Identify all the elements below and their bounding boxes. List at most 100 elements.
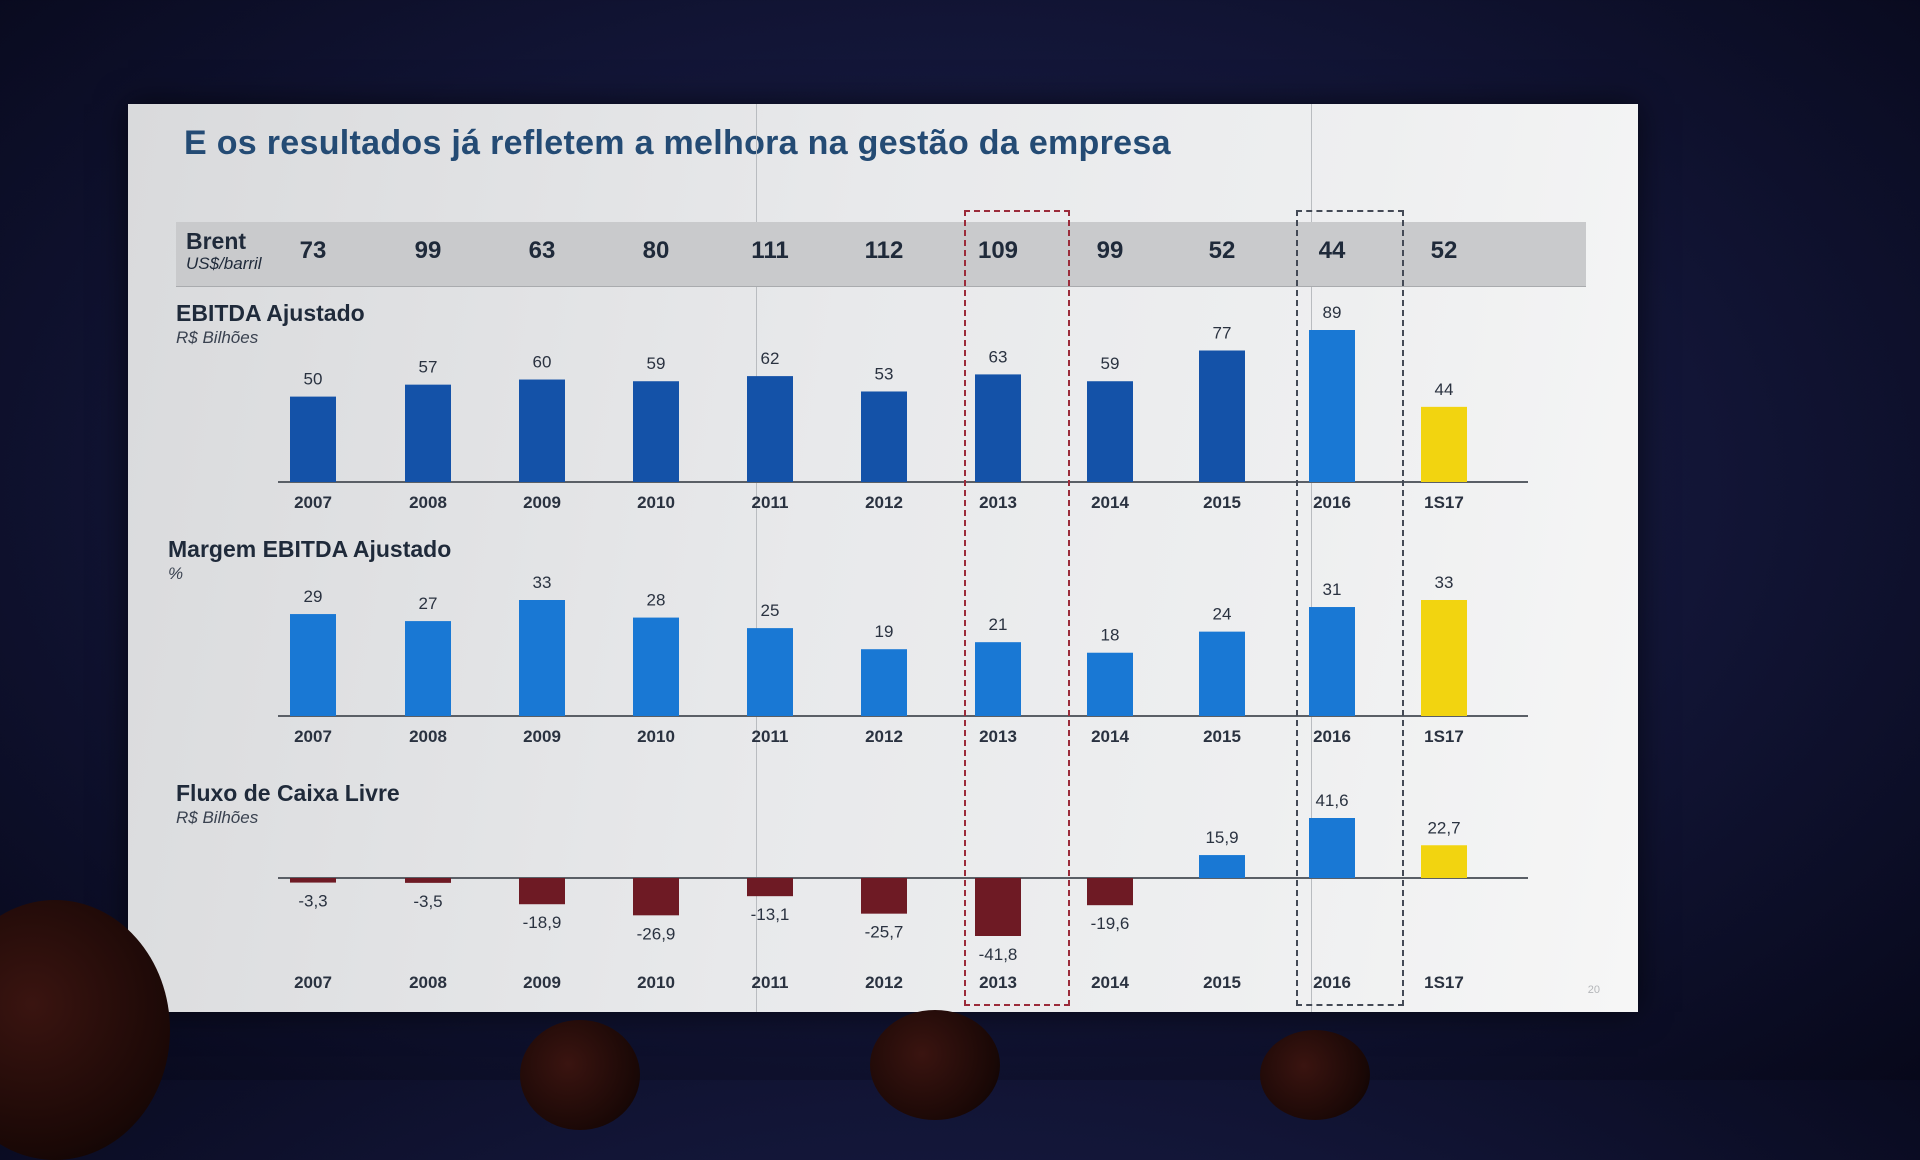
- data-label: 25: [761, 601, 780, 620]
- category-label: 2008: [409, 973, 447, 992]
- bar: [861, 878, 907, 914]
- bar: [1087, 381, 1133, 482]
- brent-value: 109: [977, 237, 1019, 264]
- ebitda-title: EBITDA Ajustado: [176, 300, 365, 326]
- category-label: 1S17: [1424, 727, 1464, 746]
- brent-value: 52: [1430, 237, 1458, 264]
- data-label: 62: [761, 349, 780, 368]
- column-divider: [1311, 104, 1312, 1012]
- brent-value: 63: [528, 237, 556, 264]
- bar: [1421, 845, 1467, 878]
- category-label: 2011: [752, 493, 789, 512]
- data-label: 57: [419, 358, 438, 377]
- category-label: 2016: [1313, 973, 1351, 992]
- ebitda-unit: R$ Bilhões: [176, 328, 259, 347]
- brent-label: Brent: [186, 228, 247, 254]
- data-label: -19,6: [1091, 914, 1130, 933]
- brent-value: 73: [299, 237, 327, 264]
- margem-title: Margem EBITDA Ajustado: [168, 536, 452, 562]
- bar: [405, 621, 451, 716]
- bar: [290, 614, 336, 716]
- bar: [633, 381, 679, 482]
- brent-value: 52: [1208, 237, 1236, 264]
- data-label: -25,7: [865, 923, 904, 942]
- data-label: 21: [989, 615, 1008, 634]
- page-number: 20: [1587, 984, 1600, 996]
- data-label: -18,9: [523, 913, 562, 932]
- charts-canvas: 50 2007 57 2008 60 2009 59 2010 62 2011 53 2012 63 20…: [278, 303, 1528, 992]
- category-label: 2011: [752, 973, 789, 992]
- bar: [633, 617, 679, 716]
- fcl-title: Fluxo de Caixa Livre: [176, 780, 400, 806]
- category-label: 2016: [1313, 727, 1351, 746]
- category-label: 2012: [865, 727, 903, 746]
- fcl-unit: R$ Bilhões: [176, 808, 259, 827]
- highlight-box-2016: [1296, 210, 1404, 1006]
- category-label: 2007: [294, 727, 332, 746]
- category-label: 1S17: [1424, 493, 1464, 512]
- category-label: 2012: [865, 493, 903, 512]
- data-label: 41,6: [1315, 791, 1348, 810]
- data-label: 63: [989, 347, 1008, 366]
- category-label: 2013: [979, 727, 1017, 746]
- bar: [975, 878, 1021, 936]
- margem-unit: %: [168, 564, 184, 583]
- brent-value: 99: [414, 237, 442, 264]
- brent-row-band: [176, 222, 1586, 287]
- category-label: 2009: [523, 973, 561, 992]
- audience-head: [1260, 1030, 1370, 1120]
- category-label: 2014: [1091, 973, 1129, 992]
- category-label: 2008: [409, 727, 447, 746]
- data-label: 33: [533, 573, 552, 592]
- data-label: 89: [1323, 303, 1342, 322]
- bar: [975, 374, 1021, 482]
- bar: [290, 396, 336, 482]
- bar: [861, 391, 907, 482]
- brent-unit: US$/barril: [186, 254, 262, 273]
- bar: [975, 642, 1021, 716]
- category-label: 2010: [637, 727, 675, 746]
- category-label: 2010: [637, 973, 675, 992]
- bar: [747, 878, 793, 897]
- bar: [1309, 330, 1355, 482]
- bar: [747, 628, 793, 716]
- data-label: -3,3: [298, 892, 327, 911]
- data-label: 19: [875, 622, 894, 641]
- data-label: 77: [1213, 323, 1232, 342]
- bar: [519, 379, 565, 482]
- bar: [747, 376, 793, 482]
- category-label: 2009: [523, 727, 561, 746]
- data-label: 28: [647, 591, 666, 610]
- bar: [519, 600, 565, 716]
- category-label: 2009: [523, 493, 561, 512]
- data-label: 44: [1435, 380, 1454, 399]
- data-label: -26,9: [637, 924, 676, 943]
- category-label: 2014: [1091, 727, 1129, 746]
- slide-title: E os resultados já refletem a melhora na…: [184, 124, 1171, 162]
- data-label: 53: [875, 364, 894, 383]
- data-label: 18: [1101, 626, 1120, 645]
- bar: [1421, 600, 1467, 716]
- bar: [861, 649, 907, 716]
- bar: [1309, 818, 1355, 878]
- audience-head: [520, 1020, 640, 1130]
- bar: [1087, 652, 1133, 716]
- data-label: 22,7: [1427, 818, 1460, 837]
- data-label: 50: [304, 370, 323, 389]
- category-label: 2016: [1313, 493, 1351, 512]
- category-label: 2008: [409, 493, 447, 512]
- brent-value: 80: [642, 237, 670, 264]
- category-label: 2007: [294, 973, 332, 992]
- data-label: 60: [533, 353, 552, 372]
- brent-value: 112: [864, 237, 904, 264]
- category-label: 2012: [865, 973, 903, 992]
- category-label: 2014: [1091, 493, 1129, 512]
- category-label: 2013: [979, 493, 1017, 512]
- bar: [405, 878, 451, 883]
- bar: [1309, 607, 1355, 716]
- data-label: 59: [1101, 354, 1120, 373]
- bar: [1199, 350, 1245, 482]
- presentation-slide: E os resultados já refletem a melhora na…: [128, 104, 1638, 1012]
- data-label: -3,5: [413, 892, 442, 911]
- data-label: 31: [1323, 580, 1342, 599]
